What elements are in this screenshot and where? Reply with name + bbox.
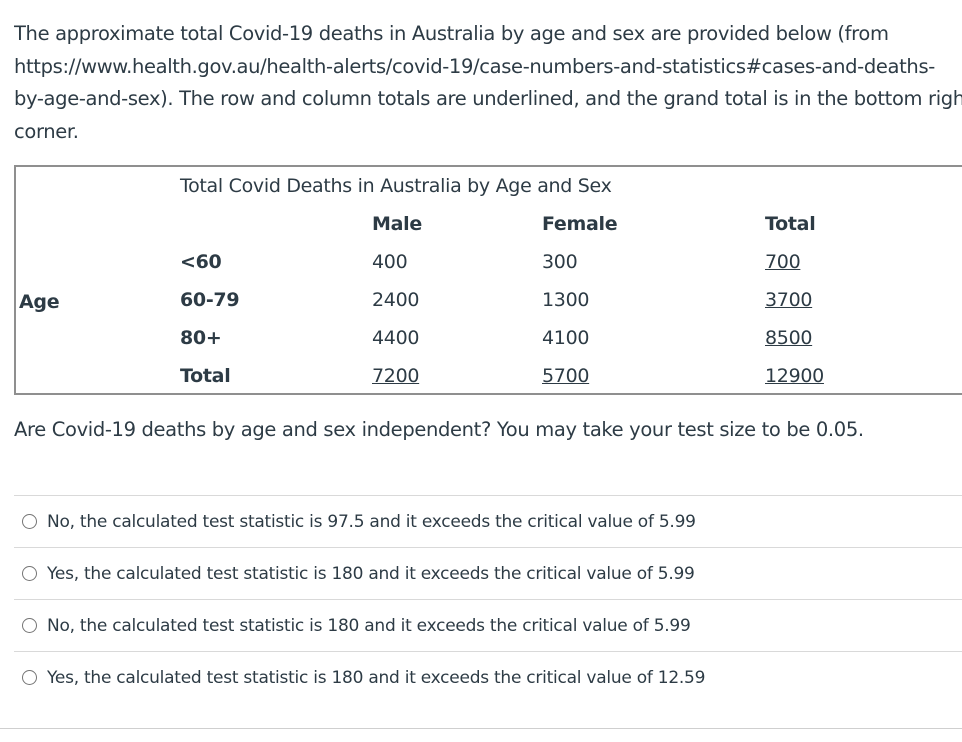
- row-label: 80+: [180, 327, 222, 349]
- table-cell: 300: [542, 251, 578, 273]
- column-header-male: Male: [372, 213, 422, 235]
- answer-text: Yes, the calculated test statistic is 18…: [47, 563, 695, 584]
- question-line: https://www.health.gov.au/health-alerts/…: [14, 54, 935, 78]
- answer-text: No, the calculated test statistic is 180…: [47, 615, 691, 636]
- table-cell: 4100: [542, 327, 590, 349]
- row-total-cell: 3700: [765, 289, 813, 311]
- row-total-cell: 8500: [765, 327, 813, 349]
- answer-list: No, the calculated test statistic is 97.…: [14, 495, 962, 703]
- row-group-label-age: Age: [19, 291, 60, 313]
- table-cell: 2400: [372, 289, 420, 311]
- table-cell: 400: [372, 251, 408, 273]
- grand-total-cell: 12900: [765, 365, 824, 387]
- divider: [0, 728, 962, 729]
- column-header-total: Total: [765, 213, 816, 235]
- answer-option-3[interactable]: No, the calculated test statistic is 180…: [14, 599, 962, 651]
- row-label: <60: [180, 251, 222, 273]
- answer-text: Yes, the calculated test statistic is 18…: [47, 667, 706, 688]
- question-line: corner.: [14, 119, 79, 143]
- question-line: The approximate total Covid-19 deaths in…: [14, 22, 889, 45]
- column-total-cell: 7200: [372, 365, 420, 387]
- contingency-table: Total Covid Deaths in Australia by Age a…: [14, 165, 962, 395]
- table-cell: 1300: [542, 289, 590, 311]
- row-label: 60-79: [180, 289, 240, 311]
- column-total-cell: 5700: [542, 365, 590, 387]
- answer-text: No, the calculated test statistic is 97.…: [47, 511, 696, 532]
- question-line: by-age-and-sex). The row and column tota…: [14, 87, 962, 110]
- column-header-female: Female: [542, 213, 618, 235]
- row-label-total: Total: [180, 365, 231, 387]
- row-total-cell: 700: [765, 251, 801, 273]
- radio-button-icon[interactable]: [22, 618, 37, 633]
- question-prompt: Are Covid-19 deaths by age and sex indep…: [14, 418, 864, 441]
- question-text: The approximate total Covid-19 deaths in…: [14, 18, 962, 148]
- radio-button-icon[interactable]: [22, 514, 37, 529]
- answer-option-2[interactable]: Yes, the calculated test statistic is 18…: [14, 547, 962, 599]
- answer-option-4[interactable]: Yes, the calculated test statistic is 18…: [14, 651, 962, 703]
- table-cell: 4400: [372, 327, 420, 349]
- table-caption: Total Covid Deaths in Australia by Age a…: [180, 175, 612, 197]
- answer-option-1[interactable]: No, the calculated test statistic is 97.…: [14, 495, 962, 547]
- radio-button-icon[interactable]: [22, 566, 37, 581]
- radio-button-icon[interactable]: [22, 670, 37, 685]
